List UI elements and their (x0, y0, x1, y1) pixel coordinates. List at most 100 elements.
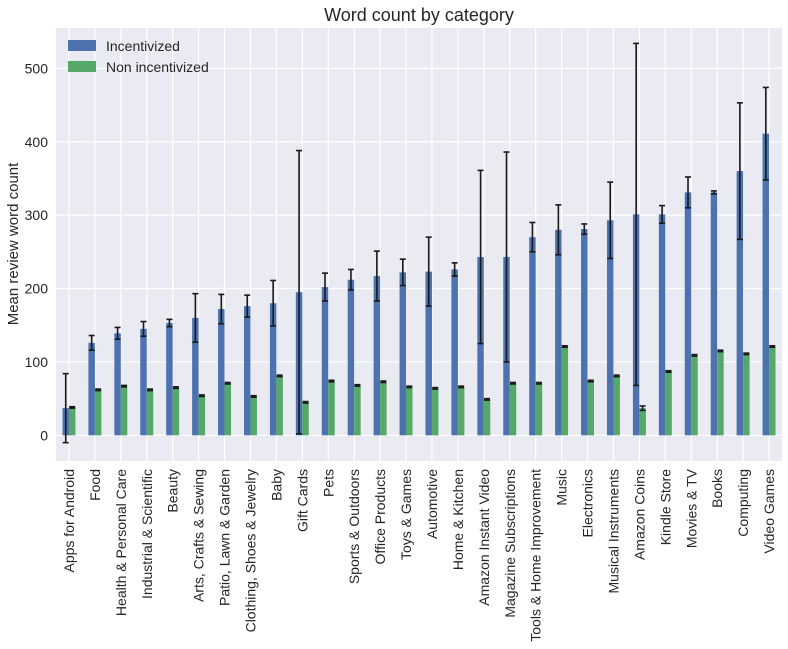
bar-non-incentivized (613, 375, 620, 436)
error-bar-incentivized (425, 236, 432, 307)
error-bar-incentivized (88, 334, 95, 351)
error-bar-non-incentivized (509, 381, 516, 385)
bar-non-incentivized (587, 381, 595, 436)
x-tick-label: Beauty (165, 469, 181, 513)
x-axis-ticks: Apps for Android Food Health & Personal Ca… (61, 468, 777, 641)
bar-incentivized (243, 306, 251, 436)
error-bar-non-incentivized (432, 386, 439, 390)
bar-incentivized (347, 279, 355, 436)
error-bar-incentivized (710, 190, 717, 195)
x-tick-label: Automotive (424, 469, 440, 539)
bar-incentivized (425, 271, 432, 436)
error-bar-incentivized (762, 86, 769, 181)
x-tick-label: Music (554, 469, 570, 506)
x-tick-label: Electronics (580, 469, 596, 537)
x-tick-label: Tools & Home Improvement (528, 469, 544, 642)
bar-non-incentivized (483, 399, 491, 436)
error-bar-non-incentivized (121, 384, 128, 388)
bar-incentivized (555, 229, 562, 436)
error-bar-non-incentivized (691, 353, 698, 357)
y-tick-label: 500 (25, 60, 49, 76)
x-tick-label: Amazon Coins (631, 469, 647, 560)
error-bar-incentivized (296, 149, 303, 435)
legend-swatch-incentivized (68, 40, 96, 51)
error-bar-incentivized (270, 279, 277, 327)
y-tick-label: 100 (25, 354, 49, 370)
x-tick-label: Magazine Subscriptions (502, 469, 518, 618)
x-tick-label: Gift Cards (294, 469, 310, 532)
bar-incentivized (684, 192, 692, 436)
error-bar-non-incentivized (95, 388, 102, 392)
bar-incentivized (736, 171, 744, 436)
legend: Incentivized Non incentivized (68, 38, 209, 75)
bar-non-incentivized (509, 383, 517, 436)
legend-label-non-incentivized: Non incentivized (106, 59, 209, 75)
bar-incentivized (140, 328, 147, 436)
x-tick-label: Sports & Outdoors (346, 469, 362, 584)
x-tick-label: Apps for Android (61, 469, 77, 573)
bar-incentivized (762, 133, 770, 436)
error-bar-incentivized (373, 250, 380, 302)
error-bar-non-incentivized (406, 385, 413, 389)
bars (62, 133, 776, 436)
bar-non-incentivized (120, 386, 128, 436)
error-bar-non-incentivized (328, 379, 335, 383)
error-bar-incentivized (322, 272, 329, 302)
x-tick-label: Arts, Crafts & Sewing (191, 469, 207, 602)
bar-non-incentivized (743, 353, 750, 436)
error-bar-non-incentivized (224, 381, 231, 385)
error-bar-non-incentivized (302, 400, 309, 404)
x-tick-label: Patio, Lawn & Garden (217, 469, 233, 606)
error-bar-incentivized (399, 258, 406, 287)
error-bar-incentivized (218, 293, 225, 325)
error-bars (62, 42, 776, 444)
bar-non-incentivized (224, 383, 232, 436)
x-tick-label: Kindle Store (657, 469, 673, 545)
legend-swatch-non-incentivized (68, 61, 96, 72)
error-bar-non-incentivized (639, 405, 646, 412)
error-bar-incentivized (503, 151, 510, 363)
error-bar-non-incentivized (250, 394, 257, 398)
y-tick-label: 200 (25, 281, 49, 297)
error-bar-incentivized (347, 268, 354, 291)
error-bar-incentivized (607, 181, 614, 260)
error-bar-non-incentivized (276, 374, 283, 378)
error-bar-incentivized (477, 169, 484, 345)
x-tick-label: Food (87, 469, 103, 501)
x-tick-label: Home & Kitchen (450, 469, 466, 570)
error-bar-incentivized (736, 102, 743, 241)
bar-non-incentivized (380, 381, 387, 436)
bar-incentivized (373, 276, 381, 436)
x-tick-label: Video Games (761, 469, 777, 554)
error-bar-non-incentivized (665, 369, 672, 373)
error-bar-incentivized (140, 320, 147, 338)
bar-incentivized (606, 220, 614, 436)
error-bar-incentivized (244, 294, 251, 318)
error-bar-incentivized (581, 223, 588, 236)
bar-non-incentivized (198, 395, 206, 436)
bar-incentivized (451, 269, 458, 436)
bar-incentivized (477, 256, 484, 436)
bar-incentivized (192, 317, 199, 436)
bar-non-incentivized (691, 355, 698, 436)
bar-non-incentivized (717, 350, 724, 436)
error-bar-non-incentivized (769, 344, 776, 349)
x-tick-label: Movies & TV (683, 468, 699, 548)
bar-incentivized (581, 229, 588, 436)
bar-non-incentivized (68, 407, 76, 436)
error-bar-incentivized (685, 176, 692, 209)
bar-non-incentivized (94, 389, 102, 436)
chart-title: Word count by category (324, 5, 514, 25)
x-tick-label: Musical Instruments (605, 469, 621, 593)
x-tick-label: Toys & Games (398, 469, 414, 560)
bar-incentivized (658, 214, 666, 436)
bar-non-incentivized (276, 375, 283, 436)
y-tick-label: 400 (25, 134, 49, 150)
bar-non-incentivized (561, 346, 569, 436)
error-bar-incentivized (659, 204, 666, 225)
error-bar-non-incentivized (69, 405, 76, 409)
bar-incentivized (269, 303, 277, 436)
y-tick-label: 300 (25, 207, 49, 223)
x-tick-label: Baby (268, 469, 284, 501)
